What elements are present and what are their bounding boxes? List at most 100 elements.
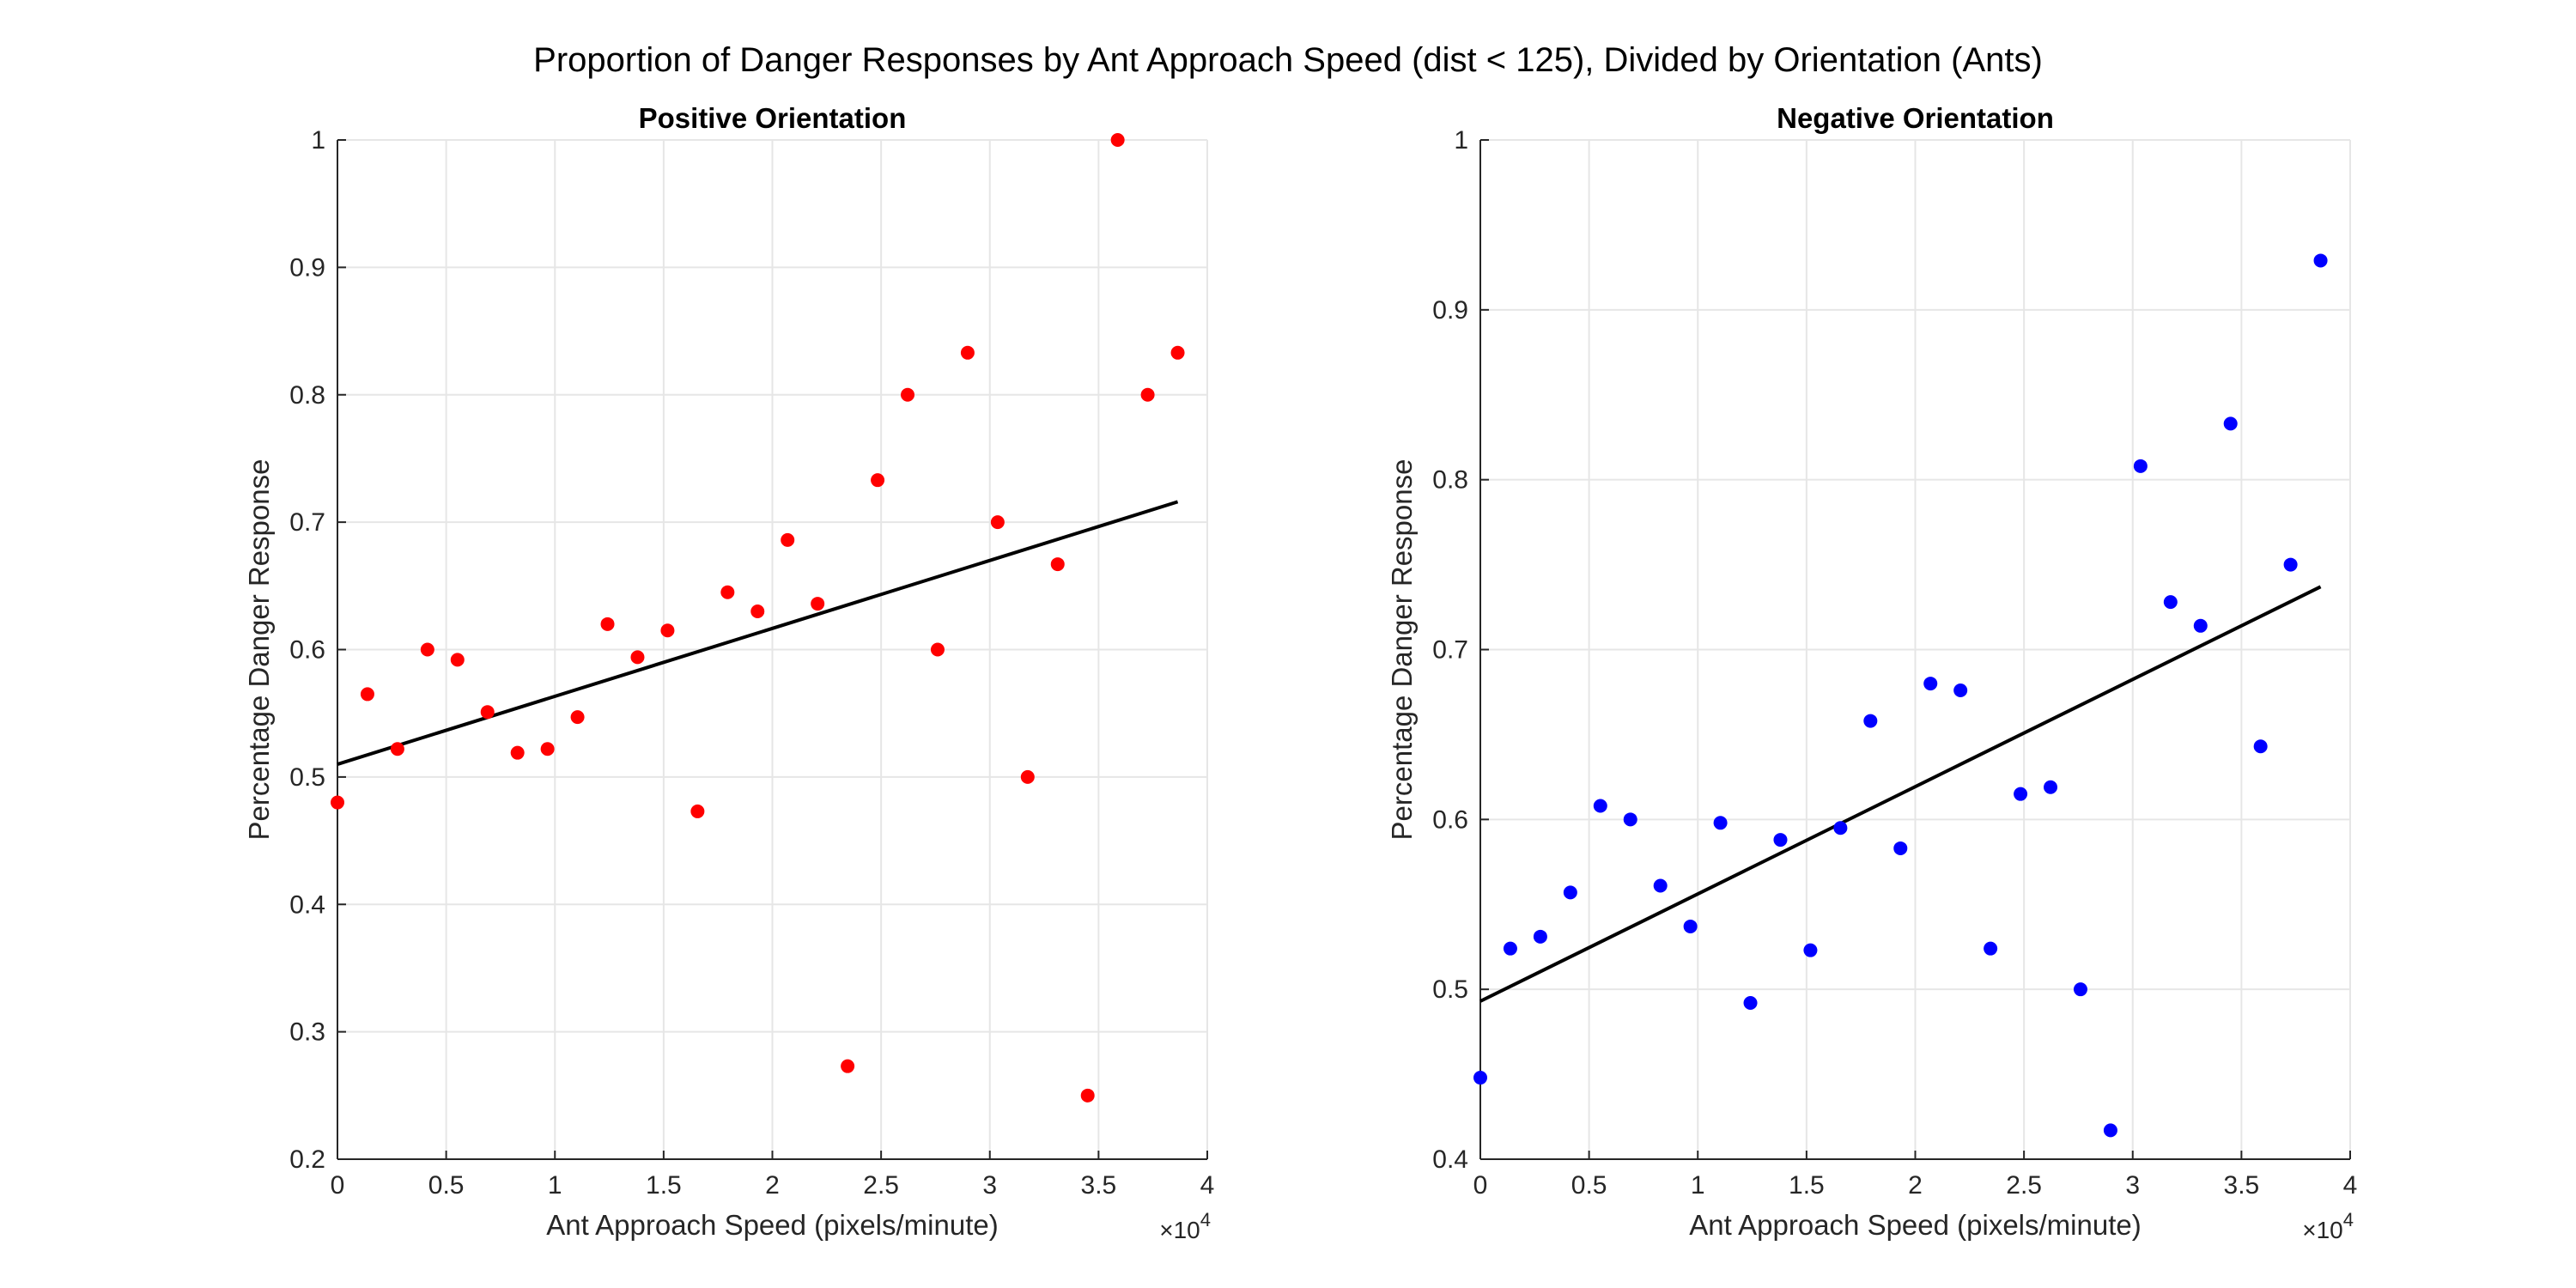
positive-data-point (1110, 133, 1125, 147)
negative-x-tick-label: 2 (1908, 1171, 1923, 1200)
negative-data-point (1713, 816, 1728, 830)
negative-data-point (1984, 941, 1998, 956)
negative-data-point (2193, 618, 2208, 633)
positive-data-point (630, 650, 645, 665)
negative-data-point (1593, 799, 1607, 813)
positive-data-point (331, 795, 344, 810)
negative-data-point (2313, 253, 2328, 268)
positive-data-point (390, 742, 404, 756)
positive-data-point (1170, 345, 1185, 360)
positive-x-tick-label: 1 (548, 1171, 562, 1200)
negative-y-tick-label: 0.9 (1432, 296, 1468, 325)
negative-data-point (1863, 714, 1878, 728)
positive-x-tick-label: 3 (982, 1171, 997, 1200)
negative-y-tick-label: 0.5 (1432, 975, 1468, 1004)
negative-data-point (1623, 812, 1637, 827)
positive-x-tick-label: 4 (1200, 1171, 1215, 1200)
positive-data-point (570, 710, 585, 725)
negative-x-tick-label: 1 (1691, 1171, 1705, 1200)
negative-data-point (1563, 885, 1577, 900)
positive-data-point (990, 515, 1005, 530)
negative-panel-title: Negative Orientation (1777, 102, 2054, 134)
positive-data-point (930, 642, 945, 657)
positive-data-point (360, 687, 374, 702)
positive-data-point (811, 597, 825, 611)
negative-x-tick-label: 4 (2343, 1171, 2358, 1200)
positive-y-axis-label: Percentage Danger Response (243, 459, 275, 841)
positive-x-exponent-label: ×104 (1159, 1209, 1211, 1243)
negative-data-point (2253, 739, 2268, 754)
positive-data-point (480, 705, 495, 720)
positive-y-tick-label: 0.8 (289, 381, 325, 410)
negative-data-point (1773, 833, 1788, 848)
positive-x-tick-label: 1.5 (646, 1171, 682, 1200)
negative-data-point (1533, 929, 1547, 944)
negative-y-tick-label: 0.4 (1432, 1145, 1468, 1174)
positive-y-tick-label: 0.4 (289, 890, 325, 919)
positive-data-point (901, 387, 915, 402)
negative-data-point (1833, 821, 1848, 835)
positive-x-tick-label: 2.5 (863, 1171, 899, 1200)
negative-x-tick-label: 3 (2125, 1171, 2140, 1200)
positive-data-point (720, 585, 735, 599)
negative-y-tick-label: 1 (1454, 126, 1468, 155)
positive-y-tick-label: 1 (311, 126, 325, 155)
positive-orientation-panel: 0 0.5 1 1.5 2 2.5 3 3.5 4 0.2 0.3 0.4 0.5 0.6 0.7 0.8 0.… (243, 102, 1214, 1243)
negative-data-point (1803, 943, 1818, 957)
positive-data-point (1050, 557, 1065, 572)
negative-x-tick-label: 0.5 (1571, 1171, 1607, 1200)
positive-data-point (841, 1059, 855, 1073)
positive-x-tick-label: 0.5 (428, 1171, 465, 1200)
positive-data-point (750, 604, 765, 618)
negative-data-point (1683, 919, 1698, 933)
positive-x-tick-label: 2 (765, 1171, 780, 1200)
negative-x-tick-label: 3.5 (2224, 1171, 2260, 1200)
negative-data-point (1953, 683, 1968, 697)
positive-data-point (600, 617, 615, 631)
negative-y-tick-label: 0.7 (1432, 636, 1468, 665)
negative-data-point (2044, 780, 2058, 794)
negative-fit-line (1479, 585, 2322, 1003)
positive-data-point (450, 653, 465, 667)
positive-data-point (420, 642, 434, 657)
positive-data-point (1020, 769, 1035, 784)
positive-y-tick-label: 0.3 (289, 1018, 325, 1047)
figure-title: Proportion of Danger Responses by Ant Ap… (533, 41, 2043, 79)
positive-data-point (510, 745, 525, 760)
negative-x-tick-label: 2.5 (2006, 1171, 2042, 1200)
positive-data-point (1140, 387, 1155, 402)
positive-y-tick-label: 0.5 (289, 763, 325, 792)
negative-x-axis-label: Ant Approach Speed (pixels/minute) (1689, 1209, 2141, 1241)
negative-x-tick-label: 1.5 (1789, 1171, 1825, 1200)
positive-y-tick-label: 0.7 (289, 508, 325, 537)
negative-data-point (1743, 995, 1758, 1010)
negative-data-point (2223, 416, 2238, 431)
positive-data-point (540, 742, 555, 756)
negative-orientation-panel: 0 0.5 1 1.5 2 2.5 3 3.5 4 0.4 0.5 0.6 0.7 0.8 0.9 1 Nega… (1386, 102, 2357, 1243)
positive-data-point (690, 804, 705, 818)
negative-data-point (2073, 982, 2087, 997)
positive-y-tick-label: 0.6 (289, 636, 325, 665)
negative-y-tick-label: 0.8 (1432, 466, 1468, 495)
negative-data-point (2163, 595, 2178, 610)
positive-fit-line (337, 500, 1179, 766)
negative-y-axis-label: Percentage Danger Response (1386, 459, 1418, 841)
negative-x-exponent-label: ×104 (2302, 1209, 2354, 1243)
negative-data-point (1923, 677, 1938, 691)
positive-data-point (660, 623, 675, 638)
negative-data-point (1473, 1071, 1487, 1085)
positive-panel-title: Positive Orientation (639, 102, 907, 134)
positive-y-tick-label: 0.9 (289, 253, 325, 282)
positive-data-point (871, 473, 885, 488)
positive-data-point (1080, 1088, 1095, 1103)
negative-data-point (1503, 941, 1517, 956)
positive-x-axis-label: Ant Approach Speed (pixels/minute) (546, 1209, 998, 1241)
positive-x-tick-label: 3.5 (1081, 1171, 1117, 1200)
negative-data-point (1653, 878, 1668, 893)
negative-data-point (1893, 841, 1908, 855)
positive-data-point (960, 345, 975, 360)
negative-data-point (2103, 1123, 2117, 1138)
positive-data-point (781, 532, 795, 547)
positive-y-tick-label: 0.2 (289, 1145, 325, 1174)
